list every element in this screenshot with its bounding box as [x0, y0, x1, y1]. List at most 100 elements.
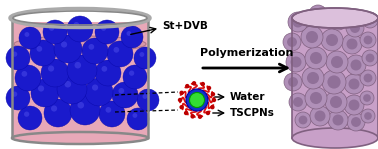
Circle shape — [305, 87, 327, 109]
Circle shape — [123, 65, 147, 89]
Circle shape — [85, 78, 113, 106]
Circle shape — [82, 38, 108, 64]
Polygon shape — [292, 18, 378, 138]
Circle shape — [331, 56, 343, 68]
Text: Water: Water — [230, 92, 265, 102]
Circle shape — [15, 65, 41, 91]
Circle shape — [211, 92, 215, 96]
Circle shape — [121, 26, 143, 48]
Circle shape — [326, 34, 338, 46]
Circle shape — [326, 51, 348, 73]
Ellipse shape — [12, 132, 148, 144]
Circle shape — [288, 12, 308, 32]
Circle shape — [44, 99, 72, 127]
Circle shape — [18, 106, 42, 130]
Circle shape — [51, 105, 57, 112]
Circle shape — [49, 25, 54, 31]
Ellipse shape — [292, 128, 378, 148]
Circle shape — [366, 16, 374, 24]
Circle shape — [306, 31, 318, 43]
Circle shape — [180, 91, 184, 95]
Circle shape — [360, 91, 374, 105]
Circle shape — [88, 44, 94, 50]
Circle shape — [12, 91, 17, 97]
Circle shape — [299, 116, 307, 124]
Circle shape — [184, 111, 188, 115]
Circle shape — [25, 32, 29, 37]
Circle shape — [309, 5, 327, 23]
Circle shape — [346, 55, 366, 75]
Circle shape — [310, 52, 322, 64]
Circle shape — [107, 41, 133, 67]
Circle shape — [286, 52, 306, 72]
Circle shape — [333, 114, 344, 125]
Circle shape — [77, 102, 84, 108]
Circle shape — [191, 114, 195, 119]
Circle shape — [207, 86, 211, 90]
Circle shape — [362, 50, 378, 66]
Circle shape — [185, 84, 189, 88]
Circle shape — [360, 70, 376, 86]
Circle shape — [61, 41, 67, 48]
Circle shape — [322, 70, 346, 94]
Circle shape — [349, 79, 359, 90]
Circle shape — [37, 46, 42, 52]
Circle shape — [351, 117, 361, 127]
Circle shape — [346, 19, 364, 37]
Circle shape — [310, 92, 322, 104]
Circle shape — [189, 93, 204, 107]
Circle shape — [201, 82, 205, 86]
Circle shape — [73, 22, 79, 28]
Circle shape — [143, 94, 147, 99]
Circle shape — [361, 109, 375, 123]
Circle shape — [102, 66, 107, 72]
Circle shape — [31, 79, 59, 107]
Circle shape — [24, 111, 29, 117]
Circle shape — [314, 111, 325, 121]
Circle shape — [364, 36, 372, 44]
Circle shape — [363, 94, 371, 102]
Circle shape — [344, 95, 364, 115]
Circle shape — [284, 73, 302, 91]
Circle shape — [67, 16, 93, 42]
Text: TSCPNs: TSCPNs — [230, 108, 275, 118]
Circle shape — [364, 74, 372, 82]
Circle shape — [133, 113, 137, 118]
Circle shape — [293, 97, 303, 107]
Circle shape — [180, 105, 184, 109]
Circle shape — [212, 98, 216, 102]
Circle shape — [360, 32, 376, 48]
Circle shape — [178, 98, 182, 102]
Circle shape — [325, 91, 347, 113]
Circle shape — [139, 52, 144, 57]
Text: St+DVB: St+DVB — [162, 21, 208, 31]
Circle shape — [206, 111, 210, 115]
Circle shape — [313, 9, 323, 19]
Circle shape — [127, 108, 149, 130]
Circle shape — [364, 112, 372, 120]
Circle shape — [362, 12, 378, 28]
Circle shape — [333, 14, 344, 25]
Circle shape — [347, 38, 358, 49]
Circle shape — [43, 20, 67, 44]
Circle shape — [186, 89, 208, 111]
Circle shape — [95, 20, 119, 44]
Circle shape — [305, 47, 327, 69]
Circle shape — [54, 35, 82, 63]
Circle shape — [112, 82, 138, 108]
Circle shape — [41, 59, 69, 87]
Circle shape — [127, 31, 131, 36]
Circle shape — [198, 115, 202, 119]
Circle shape — [48, 65, 54, 72]
Circle shape — [350, 23, 360, 33]
Circle shape — [210, 105, 215, 109]
Circle shape — [287, 37, 297, 47]
Circle shape — [301, 26, 323, 48]
Circle shape — [310, 106, 330, 126]
Circle shape — [366, 54, 374, 62]
Ellipse shape — [14, 36, 146, 52]
Circle shape — [101, 25, 106, 31]
Circle shape — [289, 93, 307, 111]
Circle shape — [344, 74, 364, 94]
Circle shape — [288, 77, 298, 87]
